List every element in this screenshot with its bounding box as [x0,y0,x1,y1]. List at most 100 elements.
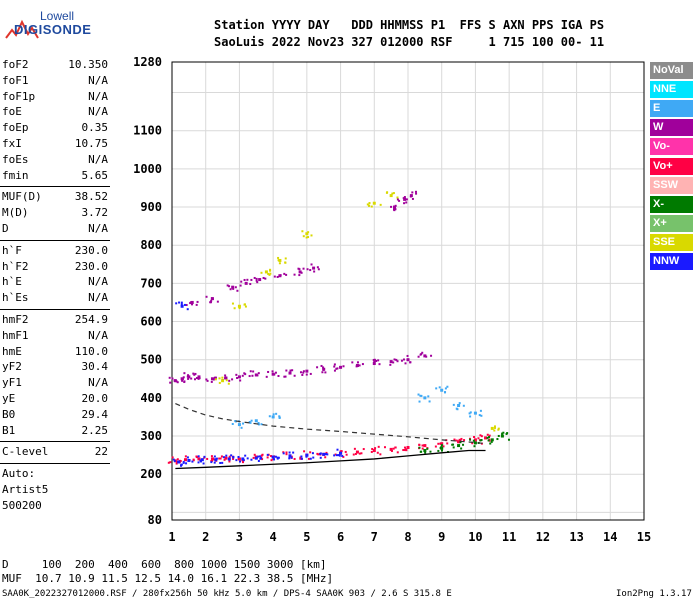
data-point-sse [366,203,369,206]
data-point-vo [197,457,200,460]
data-point-sse [225,379,228,382]
data-point-w [182,376,185,379]
data-point-x [497,434,500,437]
data-point-w [411,197,414,200]
data-point-vo [253,453,256,456]
footer-version: Ion2Png 1.3.17 [616,589,692,599]
x-tick-label: 3 [236,530,243,544]
data-point-x [501,432,504,435]
data-point-nnw [241,457,245,461]
data-point-w [173,379,176,382]
data-point-w [197,377,200,380]
data-point-vo [403,449,406,452]
data-point-e [428,400,431,403]
param-value: 254.9 [74,313,108,326]
param-label: yE [2,392,16,405]
data-point-e [456,408,459,411]
data-point-w [187,377,190,380]
data-point-w [234,286,237,289]
data-point-w [339,365,343,369]
data-point-vo [463,439,466,442]
data-point-w [335,367,338,370]
data-point-vo [218,457,221,460]
data-point-x [490,438,494,442]
x-tick-label: 12 [536,530,550,544]
data-point-nnw [175,302,178,305]
data-point-vo [196,456,199,459]
data-point-sse [493,425,496,428]
data-point-x [419,450,422,453]
data-point-w [312,266,316,270]
param-label: yF1 [2,376,22,390]
data-point-e [420,394,423,397]
data-point-sse [277,259,280,262]
param-value: 22 [94,445,108,459]
data-point-w [190,300,194,304]
separator [0,186,110,188]
data-point-sse [269,272,272,275]
data-point-w [403,196,406,199]
data-point-sse [310,234,313,237]
data-point-vo [228,455,231,458]
data-point-w [256,281,259,284]
data-point-nnw [312,456,315,459]
data-point-nnw [182,460,185,463]
data-point-x [480,439,483,442]
data-point-vo [309,451,312,454]
data-point-sse [278,258,282,262]
data-point-w [373,360,376,363]
data-point-w [226,284,229,287]
data-point-vo [290,455,293,458]
y-tick-label: 300 [140,429,162,443]
param-value: N/A [88,89,108,103]
data-point-vo [171,456,174,459]
data-point-w [402,197,405,200]
data-point-w [187,374,190,377]
data-point-nnw [259,457,262,460]
data-point-vo [457,440,461,444]
data-point-w [273,275,276,278]
data-point-sse [497,427,500,430]
data-point-w [417,355,420,358]
data-point-nnw [178,301,181,304]
data-point-w [298,274,301,277]
data-point-w [285,273,288,276]
data-point-vo [299,457,302,460]
data-point-nnw [277,456,280,459]
data-point-e [440,388,444,392]
data-point-vo [360,452,363,455]
data-point-x [418,446,421,449]
data-point-e [240,426,243,429]
data-point-w [195,377,198,380]
data-point-w [421,351,424,354]
data-point-e [478,414,481,417]
param-label: hmF2 [2,313,29,326]
data-point-vo [339,450,342,453]
data-point-vo [439,442,442,445]
data-point-e [462,404,465,407]
data-point-w [389,363,392,366]
data-point-nnw [186,308,189,311]
data-point-e [458,402,461,405]
data-point-x [457,444,461,448]
param-value: N/A [88,328,108,342]
data-point-e [272,413,275,416]
param-value: N/A [88,105,108,119]
data-point-nnw [219,461,222,464]
data-point-x [473,445,476,448]
param-value: 29.4 [81,407,109,421]
data-point-w [310,263,313,266]
data-point-w [293,374,296,377]
data-point-w [236,289,239,292]
param-label: yF2 [2,360,22,374]
data-point-w [285,369,288,372]
data-point-e [242,422,245,425]
data-point-w [216,300,219,303]
data-point-w [372,358,375,361]
data-point-w [194,378,197,381]
y-tick-label: 1280 [133,55,162,69]
param-value: 30.4 [81,360,109,374]
data-point-w [187,375,191,379]
legend-item-vo: Vo- [650,138,693,156]
param-value: 38.52 [74,190,108,204]
